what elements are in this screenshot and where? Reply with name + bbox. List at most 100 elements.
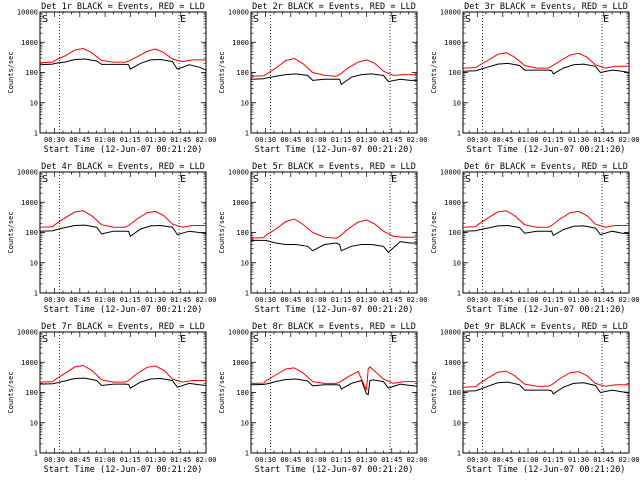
x-tick-label: 01:15 — [543, 136, 564, 144]
y-tick-label: 1 — [245, 130, 249, 138]
x-tick-label: 02:00 — [618, 296, 639, 304]
events-series-line — [462, 381, 630, 395]
chart-panel: Det 2r BLACK = Events, RED = LLD Start Ti… — [218, 2, 428, 155]
x-axis-label: Start Time (12-Jun-07 00:21:20) — [255, 305, 414, 315]
chart-panel: Det 4r BLACK = Events, RED = LLD Start Ti… — [7, 162, 217, 315]
chart-panel: Det 9r BLACK = Events, RED = LLD Start Ti… — [430, 322, 640, 475]
x-tick-label: 01:45 — [170, 296, 191, 304]
x-tick-label: 02:00 — [406, 296, 427, 304]
x-axis-label: Start Time (12-Jun-07 00:21:20) — [44, 145, 203, 155]
plot-frame — [250, 331, 418, 454]
y-tick-label: 10 — [241, 419, 249, 427]
y-tick-label: 10000 — [17, 169, 38, 177]
y-tick-label: 1 — [34, 450, 38, 458]
end-marker: E — [391, 174, 397, 185]
x-tick-label: 01:30 — [568, 136, 589, 144]
x-tick-label: 01:15 — [331, 296, 352, 304]
start-marker: S — [465, 14, 471, 25]
x-axis-label: Start Time (12-Jun-07 00:21:20) — [467, 145, 626, 155]
chart-title: Det 8r BLACK = Events, RED = LLD — [252, 322, 416, 332]
x-tick-label: 01:30 — [356, 296, 377, 304]
x-axis-label: Start Time (12-Jun-07 00:21:20) — [255, 465, 414, 475]
x-tick-label: 01:30 — [145, 456, 166, 464]
y-tick-label: 1000 — [232, 39, 249, 47]
x-tick-label: 01:30 — [145, 136, 166, 144]
y-tick-label: 10000 — [228, 329, 249, 337]
x-tick-label: 01:15 — [120, 296, 141, 304]
y-tick-label: 1 — [457, 130, 461, 138]
start-marker: S — [42, 334, 48, 345]
x-tick-label: 01:45 — [593, 456, 614, 464]
start-marker: S — [253, 14, 259, 25]
lld-series-line — [250, 57, 417, 77]
y-tick-label: 100 — [25, 69, 38, 77]
x-tick-label: 01:15 — [331, 136, 352, 144]
x-tick-label: 01:15 — [543, 456, 564, 464]
x-tick-label: 01:00 — [95, 296, 116, 304]
x-tick-label: 01:00 — [518, 136, 539, 144]
chart-title: Det 9r BLACK = Events, RED = LLD — [464, 322, 628, 332]
chart-title: Det 5r BLACK = Events, RED = LLD — [252, 162, 416, 172]
x-axis-label: Start Time (12-Jun-07 00:21:20) — [255, 145, 414, 155]
lld-series-line — [39, 364, 206, 383]
y-axis-label: Counts/sec — [7, 371, 15, 413]
events-series-line — [462, 62, 630, 75]
y-tick-label: 100 — [236, 69, 249, 77]
plot-frame — [250, 11, 418, 134]
y-tick-label: 1 — [245, 290, 249, 298]
chart-panel: Det 8r BLACK = Events, RED = LLD Start Ti… — [218, 322, 428, 475]
y-tick-label: 10000 — [228, 9, 249, 17]
y-tick-label: 100 — [25, 389, 38, 397]
plot-frame — [250, 171, 418, 294]
x-tick-label: 00:45 — [492, 296, 513, 304]
end-marker: E — [180, 334, 186, 345]
y-tick-label: 1000 — [444, 359, 461, 367]
y-tick-label: 10000 — [440, 169, 461, 177]
y-tick-label: 10 — [453, 419, 461, 427]
x-tick-label: 00:30 — [467, 136, 488, 144]
y-tick-label: 1 — [245, 450, 249, 458]
x-tick-label: 01:45 — [381, 296, 402, 304]
events-series-line — [250, 73, 417, 86]
y-tick-label: 100 — [448, 389, 461, 397]
y-tick-label: 1 — [34, 290, 38, 298]
end-marker: E — [391, 334, 397, 345]
start-marker: S — [253, 334, 259, 345]
y-tick-label: 10 — [453, 99, 461, 107]
x-tick-label: 00:45 — [69, 456, 90, 464]
y-axis-label: Counts/sec — [430, 211, 438, 253]
x-tick-label: 02:00 — [406, 456, 427, 464]
y-tick-label: 100 — [448, 229, 461, 237]
y-tick-label: 1000 — [21, 199, 38, 207]
x-tick-label: 02:00 — [618, 136, 639, 144]
x-axis-label: Start Time (12-Jun-07 00:21:20) — [44, 465, 203, 475]
x-tick-label: 00:30 — [255, 136, 276, 144]
x-tick-label: 01:30 — [568, 296, 589, 304]
y-tick-label: 1 — [457, 290, 461, 298]
x-tick-label: 01:45 — [381, 136, 402, 144]
y-tick-label: 10 — [30, 419, 38, 427]
lld-series-line — [250, 366, 417, 391]
y-tick-label: 1 — [34, 130, 38, 138]
x-tick-label: 00:30 — [467, 296, 488, 304]
lld-series-line — [39, 210, 206, 228]
lld-series-line — [39, 47, 206, 64]
y-tick-label: 1000 — [232, 359, 249, 367]
x-axis-label: Start Time (12-Jun-07 00:21:20) — [467, 305, 626, 315]
x-tick-label: 01:00 — [306, 296, 327, 304]
x-tick-label: 00:30 — [44, 456, 65, 464]
y-axis-label: Counts/sec — [430, 51, 438, 93]
events-series-line — [251, 239, 417, 254]
x-tick-label: 00:30 — [467, 456, 488, 464]
x-tick-label: 01:00 — [95, 136, 116, 144]
x-tick-label: 02:00 — [618, 456, 639, 464]
x-tick-label: 00:45 — [280, 456, 301, 464]
x-tick-label: 01:45 — [170, 456, 191, 464]
start-marker: S — [42, 14, 48, 25]
x-tick-label: 00:45 — [280, 136, 301, 144]
x-tick-label: 02:00 — [195, 456, 216, 464]
x-tick-label: 01:30 — [356, 456, 377, 464]
events-series-line — [250, 378, 418, 396]
end-marker: E — [180, 174, 186, 185]
